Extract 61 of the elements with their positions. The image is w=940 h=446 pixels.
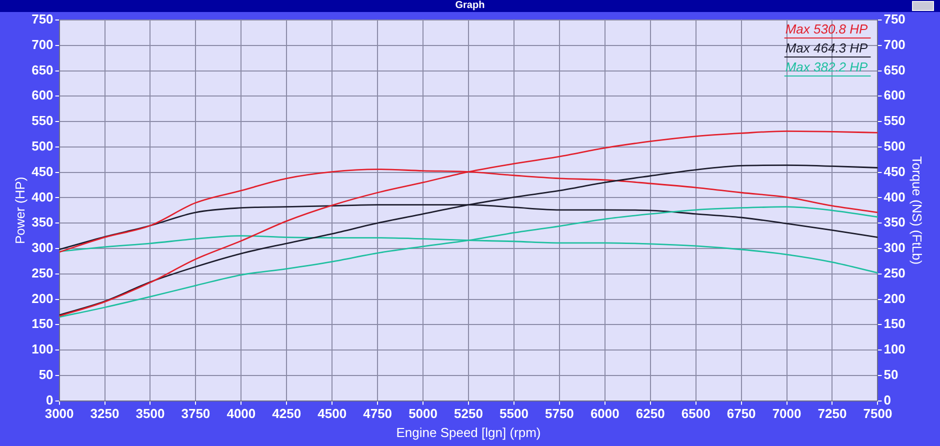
y-tick-label: 450	[32, 164, 54, 179]
y2-tick-label: 100	[884, 342, 906, 357]
y2-tick-label: 350	[884, 214, 906, 230]
text: Max 464.3 HP	[785, 40, 868, 56]
x-tick-label: 6250	[636, 406, 665, 422]
x-tick-label: 3750	[181, 406, 210, 422]
y2-tick-label: 500	[884, 138, 906, 154]
y-tick-label: 250	[32, 265, 54, 280]
y2-tick-label: 600	[884, 88, 906, 103]
x-tick-label: 3250	[90, 406, 120, 422]
x-tick-label: 6500	[681, 406, 710, 422]
y-tick-label: 100	[32, 342, 54, 357]
y-tick-label: 550	[32, 113, 54, 128]
x-tick-label: 5250	[454, 406, 483, 422]
y2-tick-label: 650	[884, 62, 906, 78]
text: Max 530.8 HP	[785, 22, 868, 37]
y-tick-label: 500	[32, 138, 54, 154]
y2-tick-label: 0	[884, 392, 891, 408]
x-tick-label: 7500	[863, 406, 892, 422]
chart-title: Graph	[455, 0, 485, 11]
y2-tick-label: 150	[884, 316, 906, 332]
y2-axis-title: Torque (NS) (FtLb)	[910, 156, 925, 265]
y-tick-label: 50	[38, 366, 54, 382]
x-tick-label: 4250	[272, 406, 302, 422]
y-tick-label: 700	[32, 36, 54, 52]
line-series	[59, 206, 878, 318]
x-tick-label: 6750	[726, 406, 756, 422]
x-tick-label: 4500	[318, 406, 347, 422]
y2-tick-label: 200	[884, 290, 906, 306]
y-tick-label: 350	[32, 214, 54, 230]
y2-tick-label: 250	[884, 265, 906, 280]
x-tick-label: 4000	[226, 406, 256, 422]
y-tick-label: 750	[32, 12, 54, 27]
x-tick-label: 3000	[44, 406, 74, 422]
y-tick-label: 300	[32, 240, 54, 256]
y-tick-label: 200	[32, 290, 54, 306]
line-series	[59, 130, 878, 317]
y2-tick-label: 550	[884, 113, 906, 128]
x-tick-label: 7000	[772, 406, 802, 422]
y-tick-label: 650	[32, 62, 54, 78]
y2-tick-label: 450	[884, 164, 906, 179]
y-tick-label: 400	[32, 189, 54, 204]
text: Max 382.2 HP	[785, 60, 868, 75]
x-tick-label: 5750	[544, 406, 574, 422]
y-tick-label: 150	[32, 316, 54, 332]
x-axis-title: Engine Speed [lgn] (rpm)	[396, 424, 541, 440]
y-tick-label: 0	[46, 392, 54, 408]
y-tick-label: 600	[32, 88, 54, 103]
x-tick-label: 3500	[136, 406, 165, 422]
x-tick-label: 4750	[363, 406, 392, 422]
line-series	[59, 164, 878, 316]
x-tick-label: 6000	[590, 406, 620, 422]
x-tick-label: 5000	[408, 406, 438, 422]
x-tick-label: 5500	[500, 406, 528, 422]
y2-tick-label: 300	[884, 240, 906, 256]
y2-tick-label: 50	[884, 366, 898, 382]
y2-tick-label: 400	[884, 189, 906, 204]
y-axis-title: Power (HP)	[12, 176, 28, 244]
y2-tick-label: 700	[884, 36, 906, 52]
x-tick-label: 7250	[818, 406, 847, 422]
y2-tick-label: 750	[884, 12, 906, 27]
